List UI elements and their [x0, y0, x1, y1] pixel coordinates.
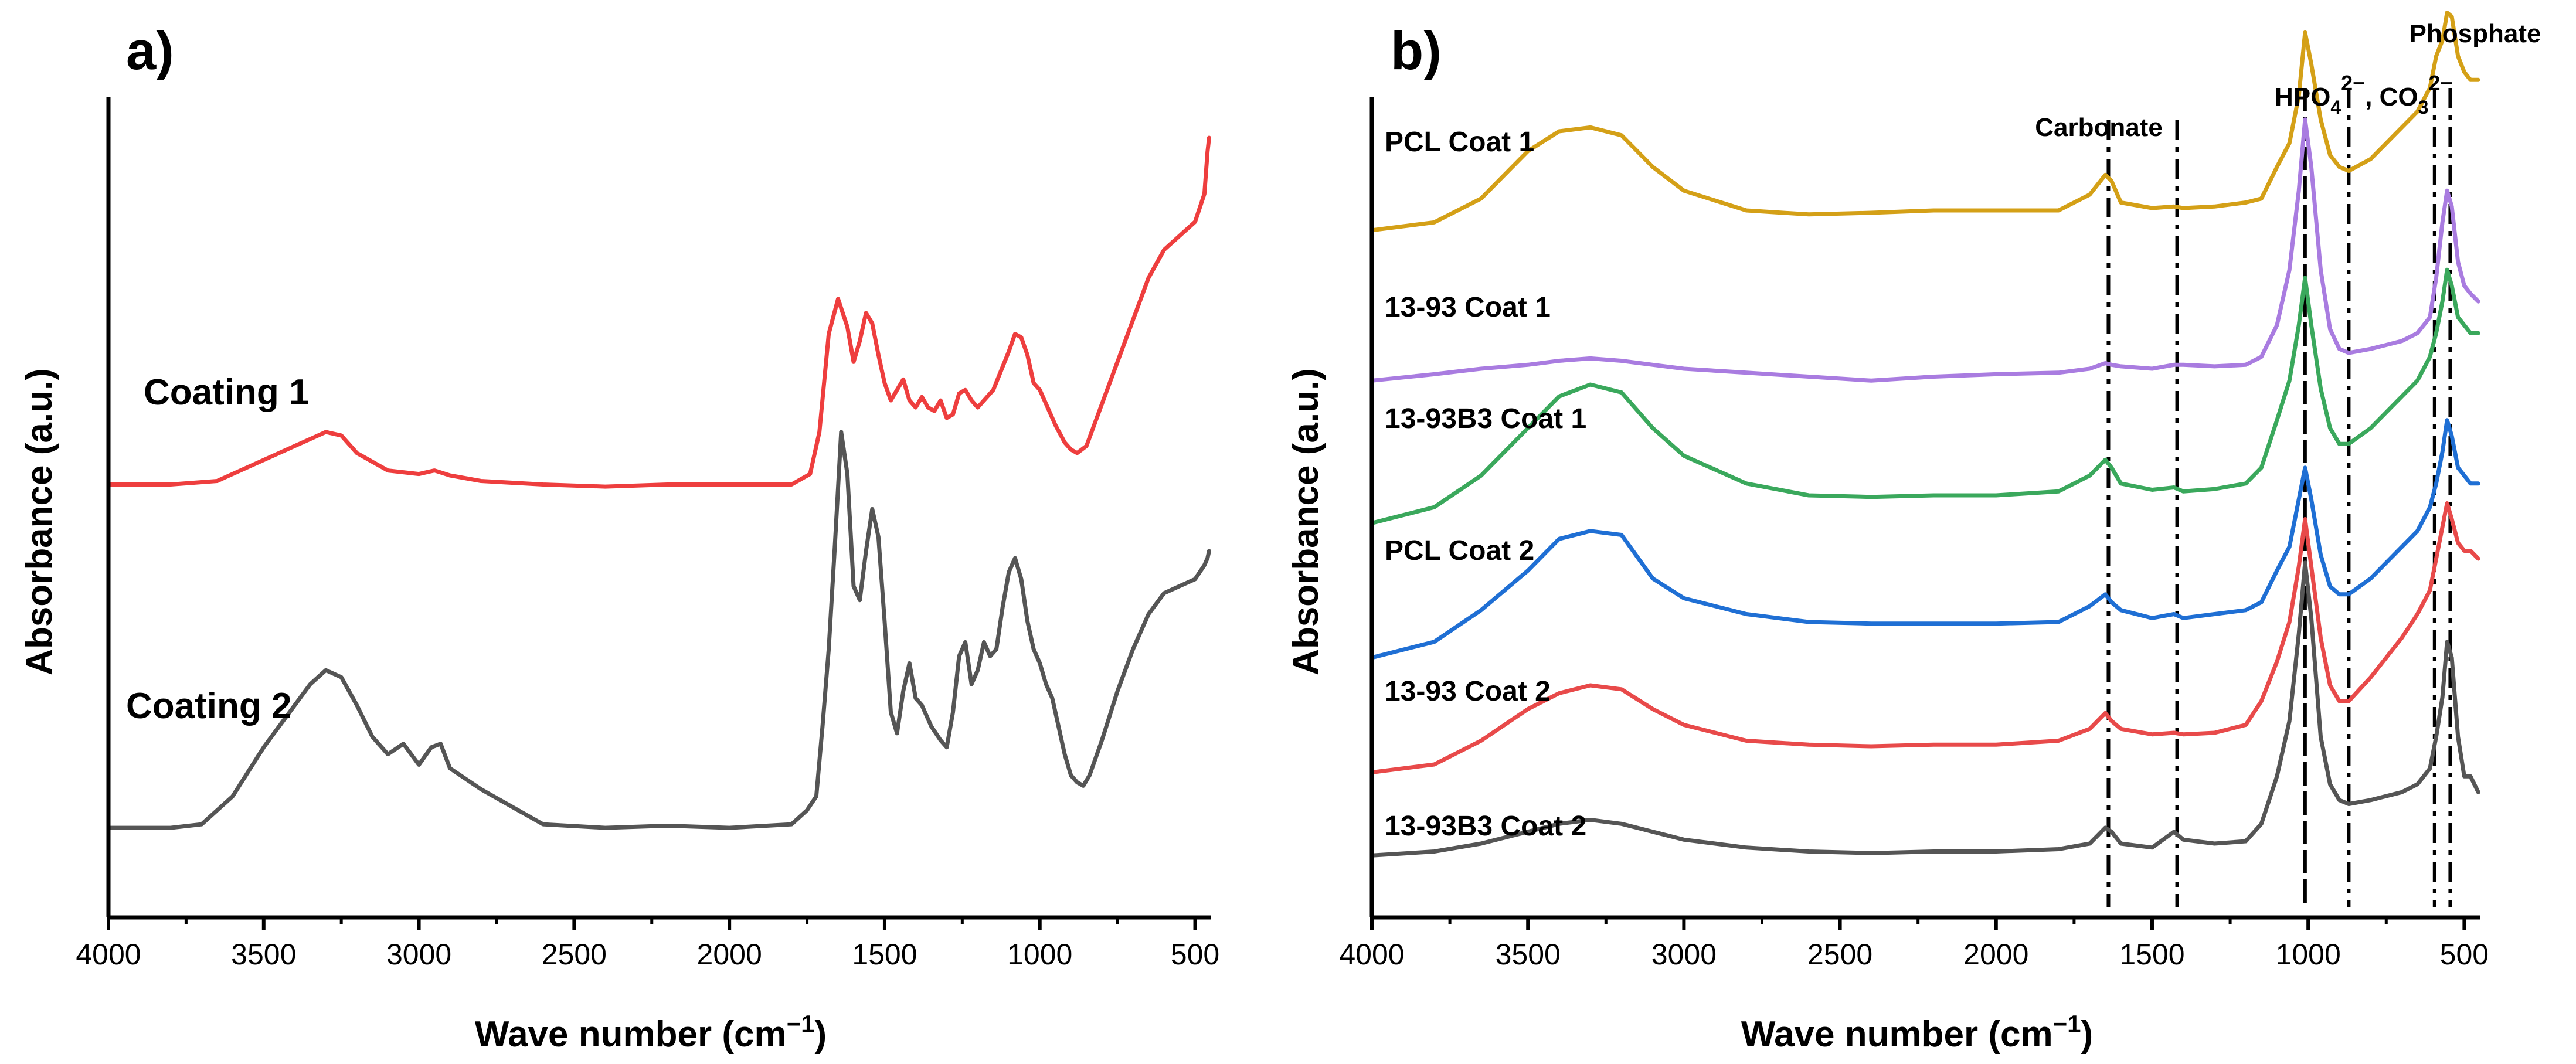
- panel-a-x-axis-title: Wave number (cm−1): [475, 1010, 827, 1055]
- series-line-13-93-coat-1: [1369, 117, 2480, 383]
- series-label-coating-2: Coating 2: [126, 686, 291, 726]
- x-tick-label-3000: 3000: [386, 938, 451, 971]
- panel-b-axes: [1369, 97, 2480, 920]
- x-tick-label-3000: 3000: [1651, 938, 1717, 971]
- series-line-13-93b3-coat-2: [1369, 560, 2480, 858]
- x-tick-label-2000: 2000: [697, 938, 762, 971]
- x-tick-label-2000: 2000: [1963, 938, 2028, 971]
- panel-a-y-axis-title: Absorbance (a.u.): [19, 368, 60, 675]
- series-label-13-93b3-coat-1: 13-93B3 Coat 1: [1385, 403, 1586, 434]
- x-tick-label-1500: 1500: [852, 938, 917, 971]
- panel-a-series-labels: Coating 1 Coating 2: [126, 372, 309, 726]
- phosphate-annotation: Phosphate: [2410, 19, 2541, 48]
- panel-b-reference-lines: [2106, 88, 2452, 907]
- series-label-13-93-coat-1: 13-93 Coat 1: [1385, 292, 1551, 323]
- x-tick-label-3500: 3500: [1496, 938, 1561, 971]
- x-tick-label-2500: 2500: [542, 938, 607, 971]
- panel-b: b) PCL Coat 113-93 Coat 113-93B3 Coat 1P…: [1286, 11, 2541, 1055]
- x-tick-label-4000: 4000: [1339, 938, 1404, 971]
- panel-b-x-ticks: 4000 3500 3000 2500 2000 1500 1000 500: [1339, 917, 2489, 971]
- panel-a-axes: [106, 97, 1211, 920]
- series-label-coating-1: Coating 1: [144, 372, 309, 413]
- series-label-pcl-coat-1: PCL Coat 1: [1385, 127, 1534, 158]
- hpo4-co3-annotation: HPO42−, CO32−: [2275, 71, 2453, 118]
- carbonate-annotation: Carbonate: [2035, 113, 2163, 142]
- series-label-13-93b3-coat-2: 13-93B3 Coat 2: [1385, 811, 1586, 842]
- series-line-pcl-coat-1: [1369, 11, 2480, 233]
- panel-b-series-group: [1369, 11, 2480, 858]
- panel-b-x-axis-title: Wave number (cm−1): [1741, 1010, 2093, 1055]
- x-tick-label-3500: 3500: [231, 938, 296, 971]
- series-line-13-93-coat-2: [1369, 501, 2480, 774]
- series-line-13-93b3-coat-1: [1369, 267, 2480, 525]
- x-tick-label-500: 500: [1171, 938, 1219, 971]
- panel-a: a) Coating 1 Coating 2 4000 3500 3000 2500 20…: [19, 21, 1219, 1055]
- x-tick-label-2500: 2500: [1807, 938, 1872, 971]
- series-line-coating-1: [106, 135, 1211, 489]
- panel-b-y-axis-title: Absorbance (a.u.): [1286, 368, 1326, 675]
- series-line-pcl-coat-2: [1369, 418, 2480, 660]
- panel-b-series-labels: PCL Coat 1 13-93 Coat 1 13-93B3 Coat 1 PCL …: [1385, 127, 1586, 842]
- x-tick-label-1000: 1000: [1007, 938, 1072, 971]
- series-label-13-93-coat-2: 13-93 Coat 2: [1385, 676, 1551, 707]
- x-tick-label-1500: 1500: [2119, 938, 2184, 971]
- panel-a-series-group: [106, 135, 1211, 830]
- series-label-pcl-coat-2: PCL Coat 2: [1385, 535, 1534, 566]
- panel-b-label: b): [1391, 21, 1442, 81]
- series-line-coating-2: [106, 430, 1211, 830]
- panel-a-label: a): [126, 21, 174, 81]
- x-tick-label-500: 500: [2440, 938, 2489, 971]
- panel-a-x-ticks: 4000 3500 3000 2500 2000 1500 1000 500: [76, 917, 1219, 971]
- x-tick-label-4000: 4000: [76, 938, 141, 971]
- x-tick-label-1000: 1000: [2276, 938, 2341, 971]
